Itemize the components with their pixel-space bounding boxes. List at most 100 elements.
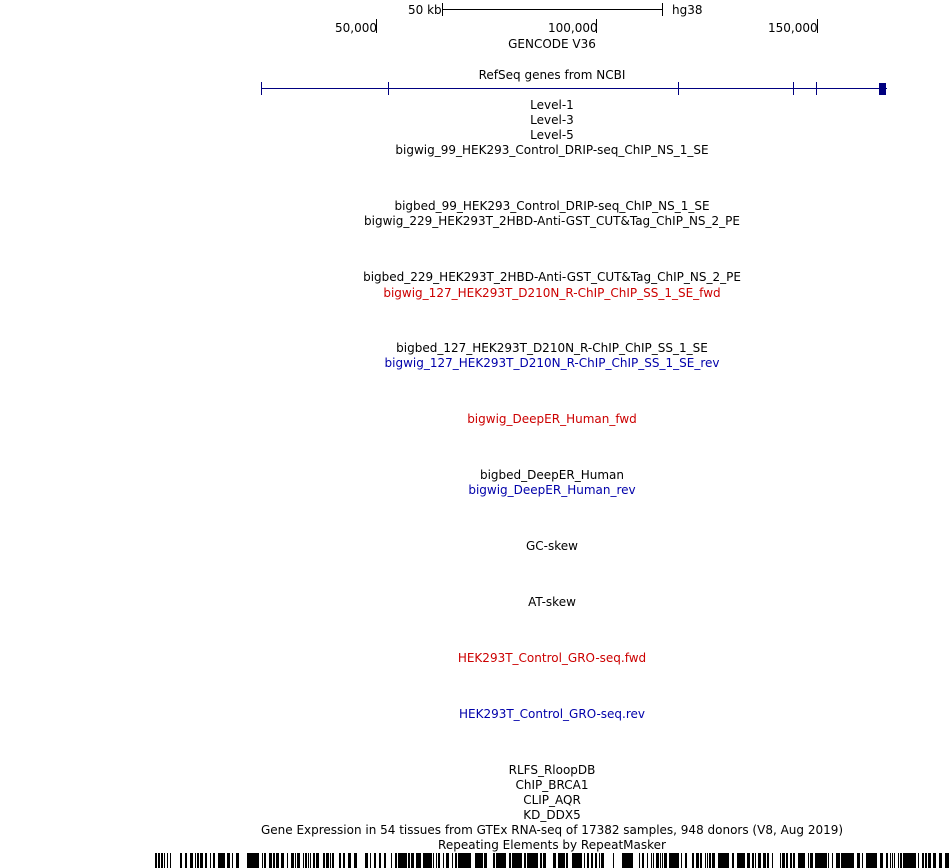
repeat-element <box>880 853 883 868</box>
repeat-element <box>705 853 706 868</box>
repeat-element <box>747 853 750 868</box>
repeat-element <box>297 853 300 868</box>
repeat-element <box>841 853 854 868</box>
track-label[interactable]: bigwig_DeepER_Human_fwd <box>467 412 637 426</box>
repeat-element <box>218 853 225 868</box>
repeat-element <box>395 853 397 868</box>
repeat-element <box>370 853 371 868</box>
repeat-element <box>767 853 769 868</box>
repeat-element <box>584 853 585 868</box>
repeat-element <box>295 853 296 868</box>
track-label[interactable]: Level-1 <box>530 98 574 112</box>
track-label[interactable]: Level-5 <box>530 128 574 142</box>
repeat-element <box>718 853 729 868</box>
repeat-element <box>433 853 434 868</box>
repeat-element <box>310 853 311 868</box>
repeat-element <box>862 853 863 868</box>
repeat-element <box>925 853 927 868</box>
track-label[interactable]: bigwig_127_HEK293T_D210N_R-ChIP_ChIP_SS_… <box>383 286 721 300</box>
repeat-element <box>595 853 597 868</box>
ruler-assembly: hg38 <box>672 3 703 17</box>
repeat-element <box>664 853 667 868</box>
repeat-element <box>656 853 659 868</box>
repeat-element <box>423 853 432 868</box>
repeat-element <box>828 853 829 868</box>
repeat-element <box>484 853 487 868</box>
repeat-element <box>810 853 813 868</box>
repeat-element <box>752 853 754 868</box>
track-label[interactable]: bigwig_229_HEK293T_2HBD-Anti-GST_CUT&Tag… <box>364 214 740 228</box>
repeat-element <box>200 853 203 868</box>
repeat-element <box>696 853 699 868</box>
exon-tick <box>678 82 679 95</box>
track-label[interactable]: ChIP_BRCA1 <box>515 778 589 792</box>
repeat-element <box>798 853 805 868</box>
track-label[interactable]: RLFS_RloopDB <box>508 763 596 777</box>
track-label[interactable]: KD_DDX5 <box>523 808 581 822</box>
repeat-element <box>287 853 288 868</box>
repeat-element <box>158 853 160 868</box>
track-label[interactable]: bigbed_99_HEK293_Control_DRIP-seq_ChIP_N… <box>394 199 710 213</box>
repeat-element <box>700 853 702 868</box>
track-label[interactable]: bigbed_DeepER_Human <box>479 468 624 482</box>
repeat-element <box>354 853 357 868</box>
repeat-element <box>475 853 483 868</box>
repeat-element <box>815 853 827 868</box>
track-label[interactable]: bigwig_99_HEK293_Control_DRIP-seq_ChIP_N… <box>395 143 709 157</box>
track-label[interactable]: Repeating Elements by RepeatMasker <box>438 838 666 852</box>
track-label[interactable]: bigwig_DeepER_Human_rev <box>468 483 636 497</box>
repeat-element <box>933 853 936 868</box>
repeat-element <box>660 853 661 868</box>
track-label[interactable]: HEK293T_Control_GRO-seq.fwd <box>457 651 647 665</box>
repeat-element <box>227 853 230 868</box>
repeat-element <box>786 853 788 868</box>
track-label[interactable]: HEK293T_Control_GRO-seq.rev <box>458 707 646 721</box>
repeat-element <box>737 853 745 868</box>
repeat-element <box>898 853 899 868</box>
track-label[interactable]: RefSeq genes from NCBI <box>478 68 626 82</box>
repeat-element <box>264 853 266 868</box>
exon-tick <box>793 82 794 95</box>
repeat-element <box>291 853 294 868</box>
repeat-element <box>903 853 916 868</box>
repeat-element <box>185 853 187 868</box>
repeat-element <box>540 853 542 868</box>
repeat-element <box>458 853 471 868</box>
repeat-element <box>572 853 582 868</box>
repeat-element <box>262 853 263 868</box>
repeat-element <box>391 853 392 868</box>
repeat-element <box>566 853 568 868</box>
repeat-element <box>305 853 307 868</box>
repeatmasker-bar[interactable] <box>155 853 950 868</box>
repeat-element <box>213 853 215 868</box>
repeat-element <box>639 853 640 868</box>
repeat-element <box>922 853 924 868</box>
repeat-element <box>642 853 644 868</box>
repeat-element <box>836 853 840 868</box>
track-label[interactable]: GENCODE V36 <box>508 37 596 51</box>
repeat-element <box>622 853 633 868</box>
ruler-scale-bar <box>442 9 663 10</box>
track-label[interactable]: Level-3 <box>530 113 574 127</box>
repeat-element <box>452 853 453 868</box>
repeat-element <box>446 853 449 868</box>
repeat-element <box>653 853 654 868</box>
track-label[interactable]: bigbed_127_HEK293T_D210N_R-ChIP_ChIP_SS_… <box>396 341 708 355</box>
repeat-element <box>436 853 437 868</box>
repeat-element <box>894 853 895 868</box>
repeat-element <box>379 853 381 868</box>
repeat-element <box>866 853 877 868</box>
repeat-element <box>732 853 734 868</box>
track-label[interactable]: bigbed_229_HEK293T_2HBD-Anti-GST_CUT&Tag… <box>363 270 741 284</box>
track-label[interactable]: AT-skew <box>528 595 576 609</box>
repeat-element <box>236 853 239 868</box>
repeat-element <box>190 853 193 868</box>
track-label[interactable]: Gene Expression in 54 tissues from GTEx … <box>260 823 844 837</box>
repeat-element <box>890 853 891 868</box>
track-label[interactable]: CLIP_AQR <box>523 793 581 807</box>
track-label[interactable]: bigwig_127_HEK293T_D210N_R-ChIP_ChIP_SS_… <box>384 356 720 370</box>
repeat-element <box>662 853 663 868</box>
repeat-element <box>512 853 522 868</box>
track-label[interactable]: GC-skew <box>526 539 578 553</box>
repeat-element <box>411 853 414 868</box>
